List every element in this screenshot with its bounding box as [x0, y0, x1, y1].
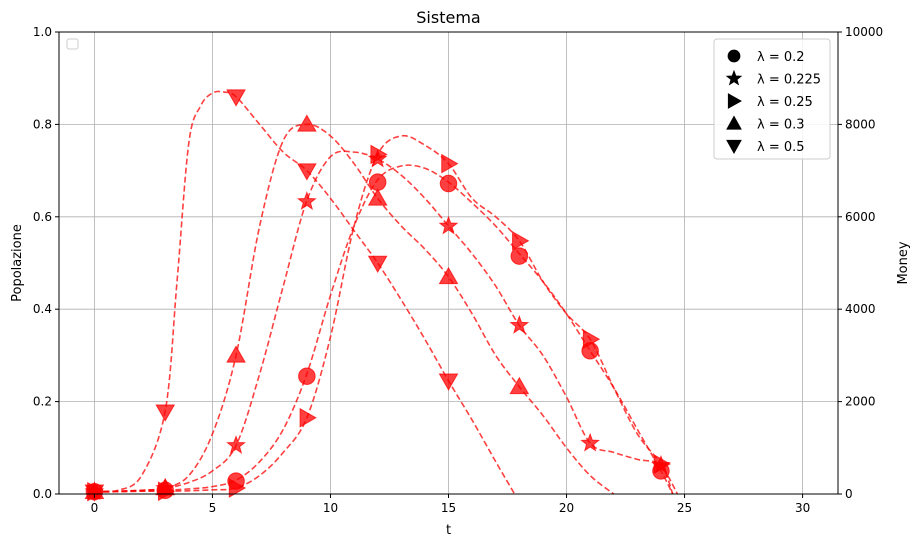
legend-marker	[726, 139, 742, 155]
legend-label: λ = 0.2	[757, 50, 805, 65]
data-point-1	[580, 432, 601, 452]
y-tick-label: 0.0	[33, 487, 52, 501]
data-point-4	[226, 89, 246, 107]
x-tick-label: 10	[323, 501, 338, 515]
legend-marker	[727, 49, 741, 63]
data-point-2	[299, 407, 317, 428]
data-point-2	[653, 454, 671, 474]
y-tick-label: 0.2	[33, 395, 52, 409]
data-point-3	[155, 477, 176, 496]
data-point-4	[296, 163, 317, 181]
legend-empty-box	[66, 38, 79, 50]
y2-tick-label: 8000	[845, 117, 876, 131]
data-point-3	[509, 376, 530, 395]
y-axis-label: Popolazione	[10, 224, 25, 302]
y2-tick-label: 2000	[845, 395, 876, 409]
data-point-3	[226, 345, 246, 363]
data-point-0	[439, 174, 458, 193]
data-point-1	[226, 435, 246, 454]
legend-box	[713, 38, 831, 160]
x-tick-label: 30	[795, 501, 810, 515]
legend-marker	[725, 69, 743, 86]
data-point-1	[296, 191, 317, 211]
y2-axis-label: Money	[896, 241, 911, 284]
y2-tick-label: 10000	[845, 25, 883, 39]
y-tick-label: 0.4	[33, 302, 52, 316]
data-point-3	[438, 266, 459, 285]
data-point-4	[367, 255, 388, 274]
data-point-0	[510, 247, 529, 265]
data-point-2	[441, 153, 459, 174]
series-markers	[84, 89, 671, 502]
data-point-4	[438, 373, 459, 391]
x-tick-label: 0	[91, 501, 99, 515]
series-line-3	[94, 123, 615, 495]
data-point-4	[155, 404, 176, 422]
ticks: 0 5 10 15 20 25 30 0.0 0.2 0.4 0.6 0.8 1.0 0 2000 4000 6…	[33, 25, 883, 515]
x-tick-label: 5	[209, 501, 217, 515]
data-point-3	[367, 188, 388, 206]
y2-tick-label: 6000	[845, 210, 876, 224]
legend-empty	[66, 38, 79, 50]
y-tick-label: 0.8	[33, 117, 52, 131]
data-point-3	[296, 114, 317, 132]
data-point-2	[512, 230, 530, 251]
legend: λ = 0.2 λ = 0.225 λ = 0.25 λ = 0.3 λ = 0.5	[713, 38, 831, 160]
data-point-0	[298, 367, 316, 385]
legend-marker	[726, 115, 742, 130]
series-line-4	[94, 90, 516, 495]
data-point-1	[509, 314, 530, 334]
y2-tick-label: 0	[845, 487, 853, 501]
x-axis-label: t	[446, 523, 451, 538]
y-tick-label: 1.0	[33, 25, 52, 39]
x-tick-label: 25	[677, 501, 692, 515]
legend-label: λ = 0.5	[757, 140, 805, 155]
x-tick-label: 20	[559, 501, 574, 515]
data-point-2	[370, 144, 388, 165]
chart-title: Sistema	[416, 8, 480, 27]
legend-label: λ = 0.225	[757, 73, 821, 88]
y2-tick-label: 4000	[845, 302, 876, 316]
x-tick-label: 15	[441, 501, 456, 515]
data-point-1	[438, 215, 459, 235]
legend-label: λ = 0.3	[757, 118, 805, 133]
data-point-4	[84, 484, 105, 502]
data-point-2	[228, 478, 247, 498]
legend-label: λ = 0.25	[757, 95, 813, 110]
legend-marker	[727, 93, 743, 109]
y-tick-label: 0.6	[33, 210, 52, 224]
data-point-0	[368, 173, 387, 191]
data-point-2	[582, 329, 601, 350]
